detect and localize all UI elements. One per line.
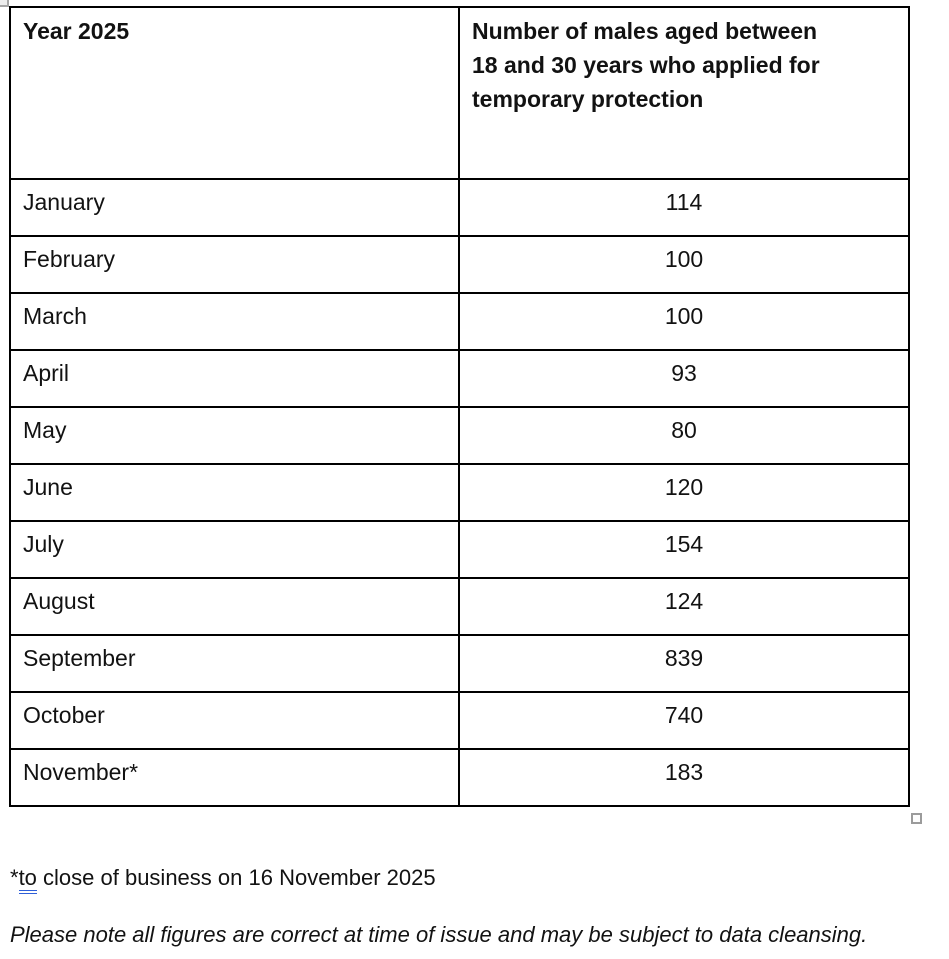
table-move-handle[interactable]: [0, 0, 9, 7]
header-cell-year[interactable]: Year 2025: [9, 6, 460, 180]
month-cell[interactable]: April: [9, 349, 460, 408]
footnote-grammar-underlined-word: to: [18, 865, 37, 894]
table-row: May 80: [9, 406, 910, 465]
table-row: September 839: [9, 634, 910, 693]
month-cell[interactable]: November*: [9, 748, 460, 807]
month-cell[interactable]: March: [9, 292, 460, 351]
month-cell[interactable]: October: [9, 691, 460, 750]
table-row: October 740: [9, 691, 910, 750]
month-cell[interactable]: June: [9, 463, 460, 522]
header-description-line: temporary protection: [472, 86, 704, 112]
table-row: July 154: [9, 520, 910, 579]
value-cell[interactable]: 839: [458, 634, 910, 693]
month-cell[interactable]: September: [9, 634, 460, 693]
header-cell-description[interactable]: Number of males aged between 18 and 30 y…: [458, 6, 910, 180]
data-table: Year 2025 Number of males aged between 1…: [9, 6, 910, 807]
disclaimer-text[interactable]: Please note all figures are correct at t…: [10, 922, 868, 947]
month-cell[interactable]: May: [9, 406, 460, 465]
table-row: November* 183: [9, 748, 910, 807]
table-row: February 100: [9, 235, 910, 294]
table-resize-handle[interactable]: [911, 813, 922, 824]
month-cell[interactable]: August: [9, 577, 460, 636]
value-cell[interactable]: 124: [458, 577, 910, 636]
footnote-asterisk: *: [10, 865, 19, 890]
table-row: June 120: [9, 463, 910, 522]
value-cell[interactable]: 154: [458, 520, 910, 579]
value-cell[interactable]: 93: [458, 349, 910, 408]
value-cell[interactable]: 740: [458, 691, 910, 750]
value-cell[interactable]: 120: [458, 463, 910, 522]
table-row: August 124: [9, 577, 910, 636]
header-description-line: Number of males aged between: [472, 18, 818, 44]
table-row: April 93: [9, 349, 910, 408]
value-cell[interactable]: 114: [458, 178, 910, 237]
header-description-line: 18 and 30 years who applied for: [472, 52, 820, 78]
month-cell[interactable]: July: [9, 520, 460, 579]
footnote-text: close of business on 16 November 2025: [36, 865, 436, 890]
month-cell[interactable]: January: [9, 178, 460, 237]
value-cell[interactable]: 100: [458, 235, 910, 294]
value-cell[interactable]: 183: [458, 748, 910, 807]
footnote[interactable]: *to close of business on 16 November 202…: [10, 865, 436, 894]
header-year-label: Year 2025: [23, 18, 130, 44]
table-row: March 100: [9, 292, 910, 351]
month-cell[interactable]: February: [9, 235, 460, 294]
value-cell[interactable]: 100: [458, 292, 910, 351]
table-row: January 114: [9, 178, 910, 237]
value-cell[interactable]: 80: [458, 406, 910, 465]
table-header-row: Year 2025 Number of males aged between 1…: [9, 6, 910, 180]
